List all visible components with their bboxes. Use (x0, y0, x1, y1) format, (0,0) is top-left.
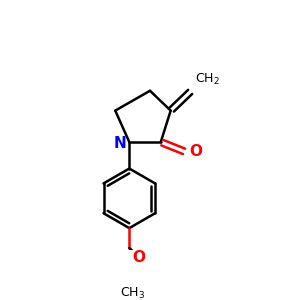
Text: CH$_2$: CH$_2$ (195, 72, 220, 87)
Text: CH$_3$: CH$_3$ (120, 286, 145, 300)
Text: O: O (190, 145, 203, 160)
Text: N: N (113, 136, 126, 151)
Text: O: O (132, 250, 145, 265)
